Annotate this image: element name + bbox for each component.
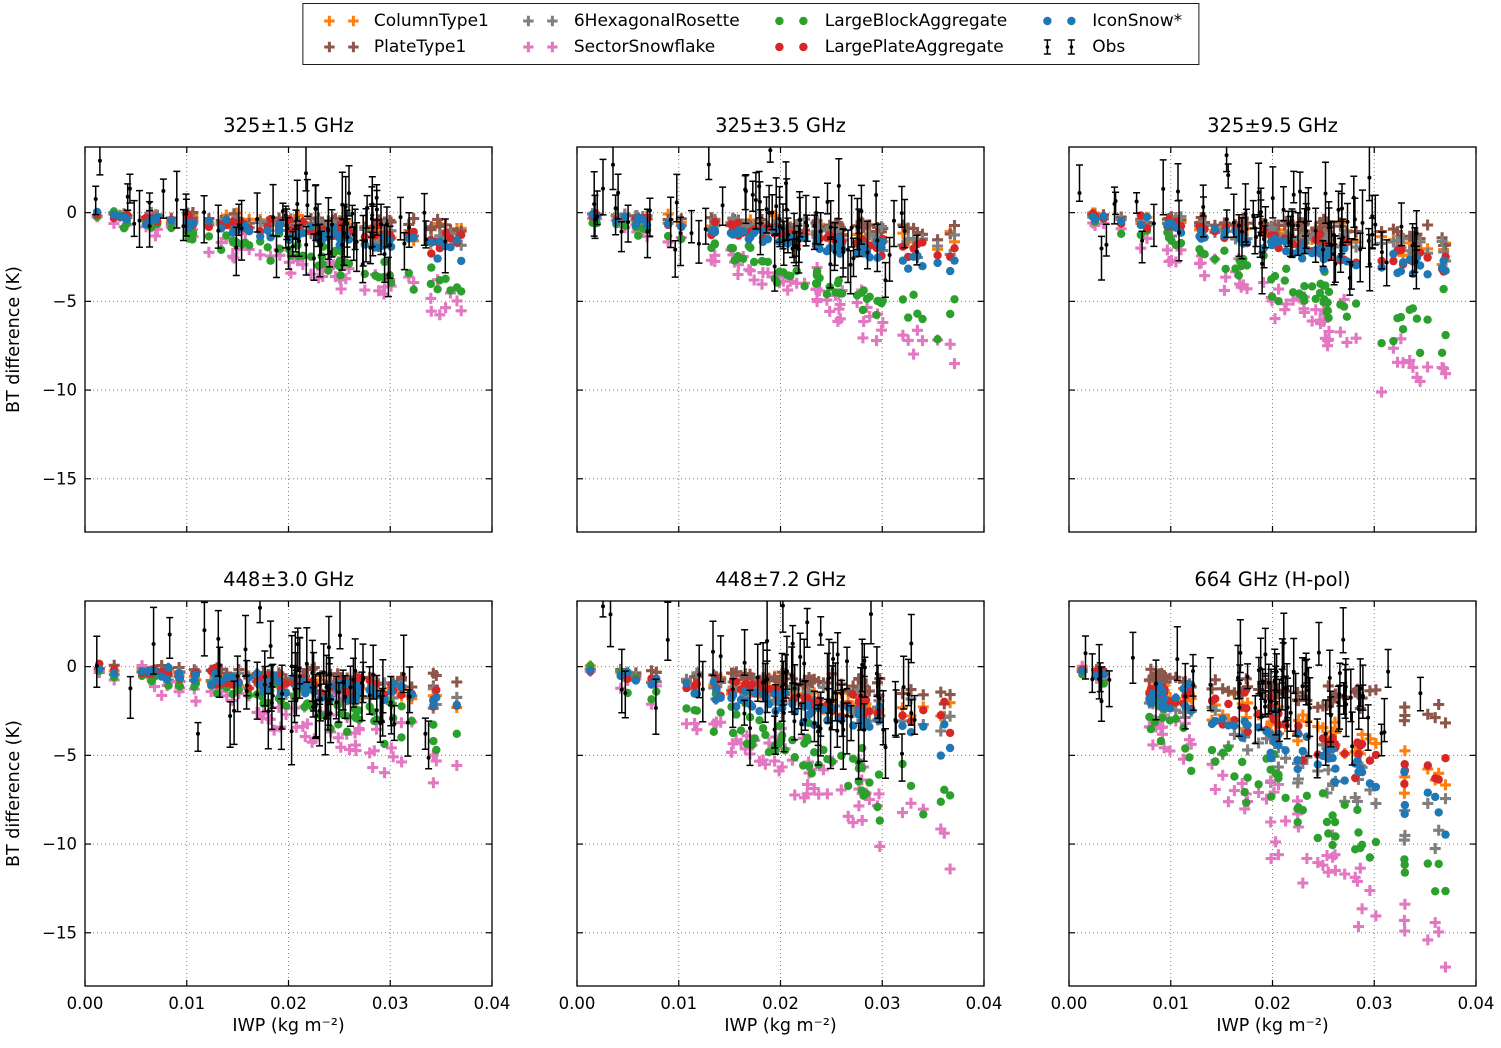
legend-entry-largeblockaggregate: LargeBlockAggregate: [770, 12, 1007, 30]
legend-column: ColumnType1 PlateType1: [319, 12, 489, 56]
svg-text:0.03: 0.03: [864, 994, 901, 1013]
scatter-plot-448-7-2: 0.00 0.01 0.02 0.03 0.04: [559, 600, 1003, 1013]
legend-column: IconSnow* Obs: [1037, 12, 1182, 56]
svg-text:0.01: 0.01: [660, 994, 697, 1013]
scatter-plot-448-3-0: 0 −5 −10 −15 0.00 0.01 0.02 0.03 0.04: [42, 600, 511, 1013]
svg-text:−5: −5: [53, 292, 77, 311]
obs-marker-icon: [1043, 39, 1075, 55]
legend-entry-iconsnow: IconSnow*: [1037, 12, 1182, 30]
svg-text:0.03: 0.03: [1356, 994, 1393, 1013]
legend-entry-label: 6HexagonalRosette: [573, 11, 740, 31]
panel-title-448-7-2: 448±7.2 GHz: [715, 568, 846, 591]
scatter-plot-325-1-5: 0 −5 −10 −15: [42, 146, 493, 533]
svg-text:0.01: 0.01: [1152, 994, 1189, 1013]
svg-text:0.02: 0.02: [270, 994, 307, 1013]
scatter-plot-325-9-5: [1068, 146, 1477, 533]
legend-entry-label: SectorSnowflake: [573, 37, 716, 57]
legend-entry-sectorsnowflake: SectorSnowflake: [519, 38, 740, 56]
legend-entry-6hexagonalrosette: 6HexagonalRosette: [519, 12, 740, 30]
platetype1-marker-icon: [323, 41, 359, 53]
legend-entry-largeplateaggregate: LargePlateAggregate: [770, 38, 1007, 56]
svg-text:0.02: 0.02: [1254, 994, 1291, 1013]
largeblockaggregate-marker-icon: [775, 16, 808, 26]
columntype1-marker-icon: [323, 15, 359, 27]
svg-text:0.04: 0.04: [966, 994, 1003, 1013]
svg-text:−10: −10: [42, 835, 77, 854]
legend-entry-label: ColumnType1: [373, 11, 489, 31]
panel-title-664: 664 GHz (H-pol): [1194, 568, 1351, 591]
legend-column: 6HexagonalRosette SectorSnowflake: [519, 12, 740, 56]
svg-text:−5: −5: [53, 746, 77, 765]
svg-text:0: 0: [67, 657, 78, 676]
panel-title-448-3-0: 448±3.0 GHz: [223, 568, 354, 591]
svg-text:0.01: 0.01: [168, 994, 205, 1013]
largeplateaggregate-marker-icon: [775, 42, 808, 52]
scatter-plot-325-3-5: [576, 146, 985, 533]
svg-text:0.04: 0.04: [1458, 994, 1495, 1013]
scatter-plot-664: 0.00 0.01 0.02 0.03 0.04: [1051, 600, 1495, 1013]
svg-text:0.00: 0.00: [559, 994, 596, 1013]
svg-text:0.04: 0.04: [474, 994, 511, 1013]
svg-text:0.00: 0.00: [67, 994, 104, 1013]
legend-entry-label: PlateType1: [373, 37, 467, 57]
legend-column: LargeBlockAggregate LargePlateAggregate: [770, 12, 1007, 56]
svg-text:−15: −15: [42, 923, 77, 942]
legend-entry-label: LargePlateAggregate: [824, 37, 1004, 57]
legend-entry-label: LargeBlockAggregate: [824, 11, 1008, 31]
y-axis-label-top: BT difference (K): [4, 266, 24, 413]
sectorsnowflake-marker-icon: [523, 41, 559, 53]
6hexagonalrosette-marker-icon: [523, 15, 559, 27]
svg-text:0.02: 0.02: [762, 994, 799, 1013]
iconsnow-marker-icon: [1043, 16, 1076, 26]
svg-text:0.03: 0.03: [372, 994, 409, 1013]
panel-title-325-3-5: 325±3.5 GHz: [715, 114, 846, 137]
legend-entry-columntype1: ColumnType1: [319, 12, 489, 30]
x-axis-label-col1: IWP (kg m⁻²): [232, 1016, 345, 1036]
x-axis-label-col3: IWP (kg m⁻²): [1216, 1016, 1329, 1036]
legend-entry-platetype1: PlateType1: [319, 38, 489, 56]
panel-title-325-1-5: 325±1.5 GHz: [223, 114, 354, 137]
svg-text:−10: −10: [42, 381, 77, 400]
panel-title-325-9-5: 325±9.5 GHz: [1207, 114, 1338, 137]
x-axis-label-col2: IWP (kg m⁻²): [724, 1016, 837, 1036]
y-axis-label-bottom: BT difference (K): [4, 720, 24, 867]
legend-entry-label: Obs: [1092, 37, 1126, 57]
legend-entry-obs: Obs: [1037, 38, 1182, 56]
svg-text:−15: −15: [42, 469, 77, 488]
legend: ColumnType1 PlateType1 6HexagonalRosette Se…: [301, 3, 1200, 65]
svg-text:0.00: 0.00: [1051, 994, 1088, 1013]
legend-entry-label: IconSnow*: [1092, 11, 1183, 31]
svg-text:0: 0: [67, 203, 78, 222]
